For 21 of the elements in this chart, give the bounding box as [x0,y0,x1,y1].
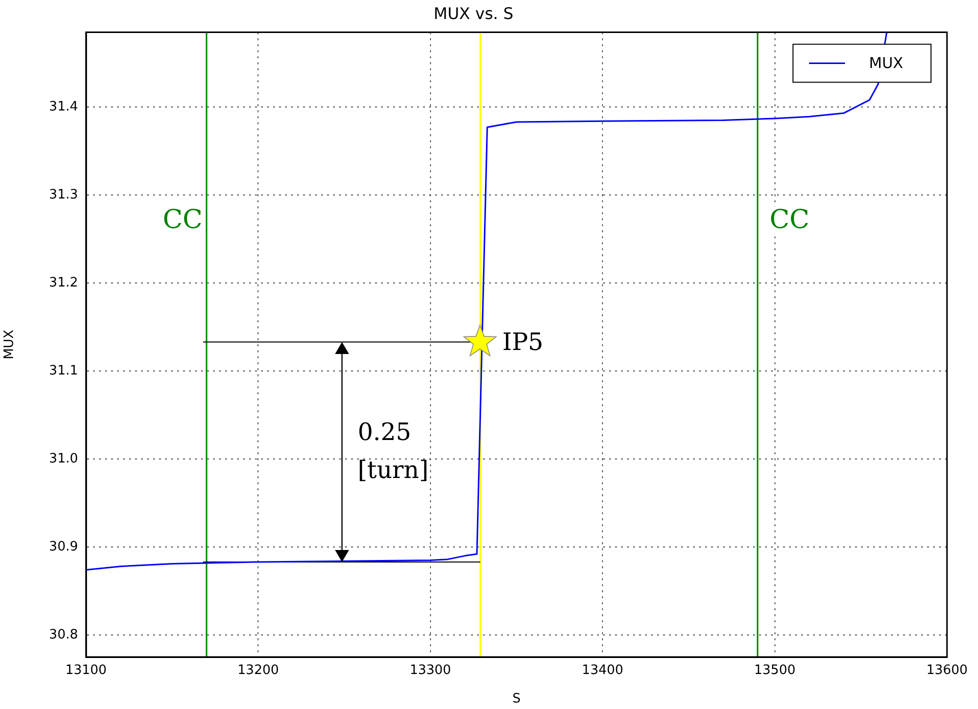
y-tick-label: 30.9 [49,539,78,554]
legend-label: MUX [869,54,904,72]
ref-line-label: CC [162,205,203,236]
chart-title: MUX vs. S [434,4,514,23]
annotation: 0.25 [turn] [358,418,428,484]
y-tick-label: 31.4 [49,99,78,114]
y-tick-label: 31.1 [49,363,78,378]
x-tick-label: 13400 [582,663,624,678]
x-tick-label: 13300 [410,663,452,678]
y-tick-label: 31.3 [49,187,78,202]
x-tick-label: 13100 [65,663,107,678]
x-tick-label: 13600 [926,663,968,678]
x-axis-title: S [512,692,521,707]
ref-line-label: CC [770,205,810,236]
annotation: IP5 [502,328,544,356]
y-tick-label: 31.2 [49,275,78,290]
y-axis-title: MUX [2,330,18,360]
x-tick-label: 13500 [754,663,796,678]
y-tick-label: 30.8 [49,627,78,642]
x-tick-label: 13200 [238,663,279,678]
y-tick-label: 31.0 [49,451,78,466]
